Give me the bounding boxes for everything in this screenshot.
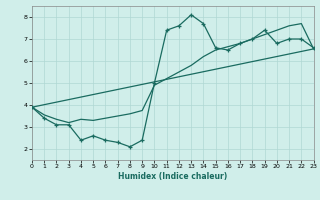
X-axis label: Humidex (Indice chaleur): Humidex (Indice chaleur) [118,172,228,181]
